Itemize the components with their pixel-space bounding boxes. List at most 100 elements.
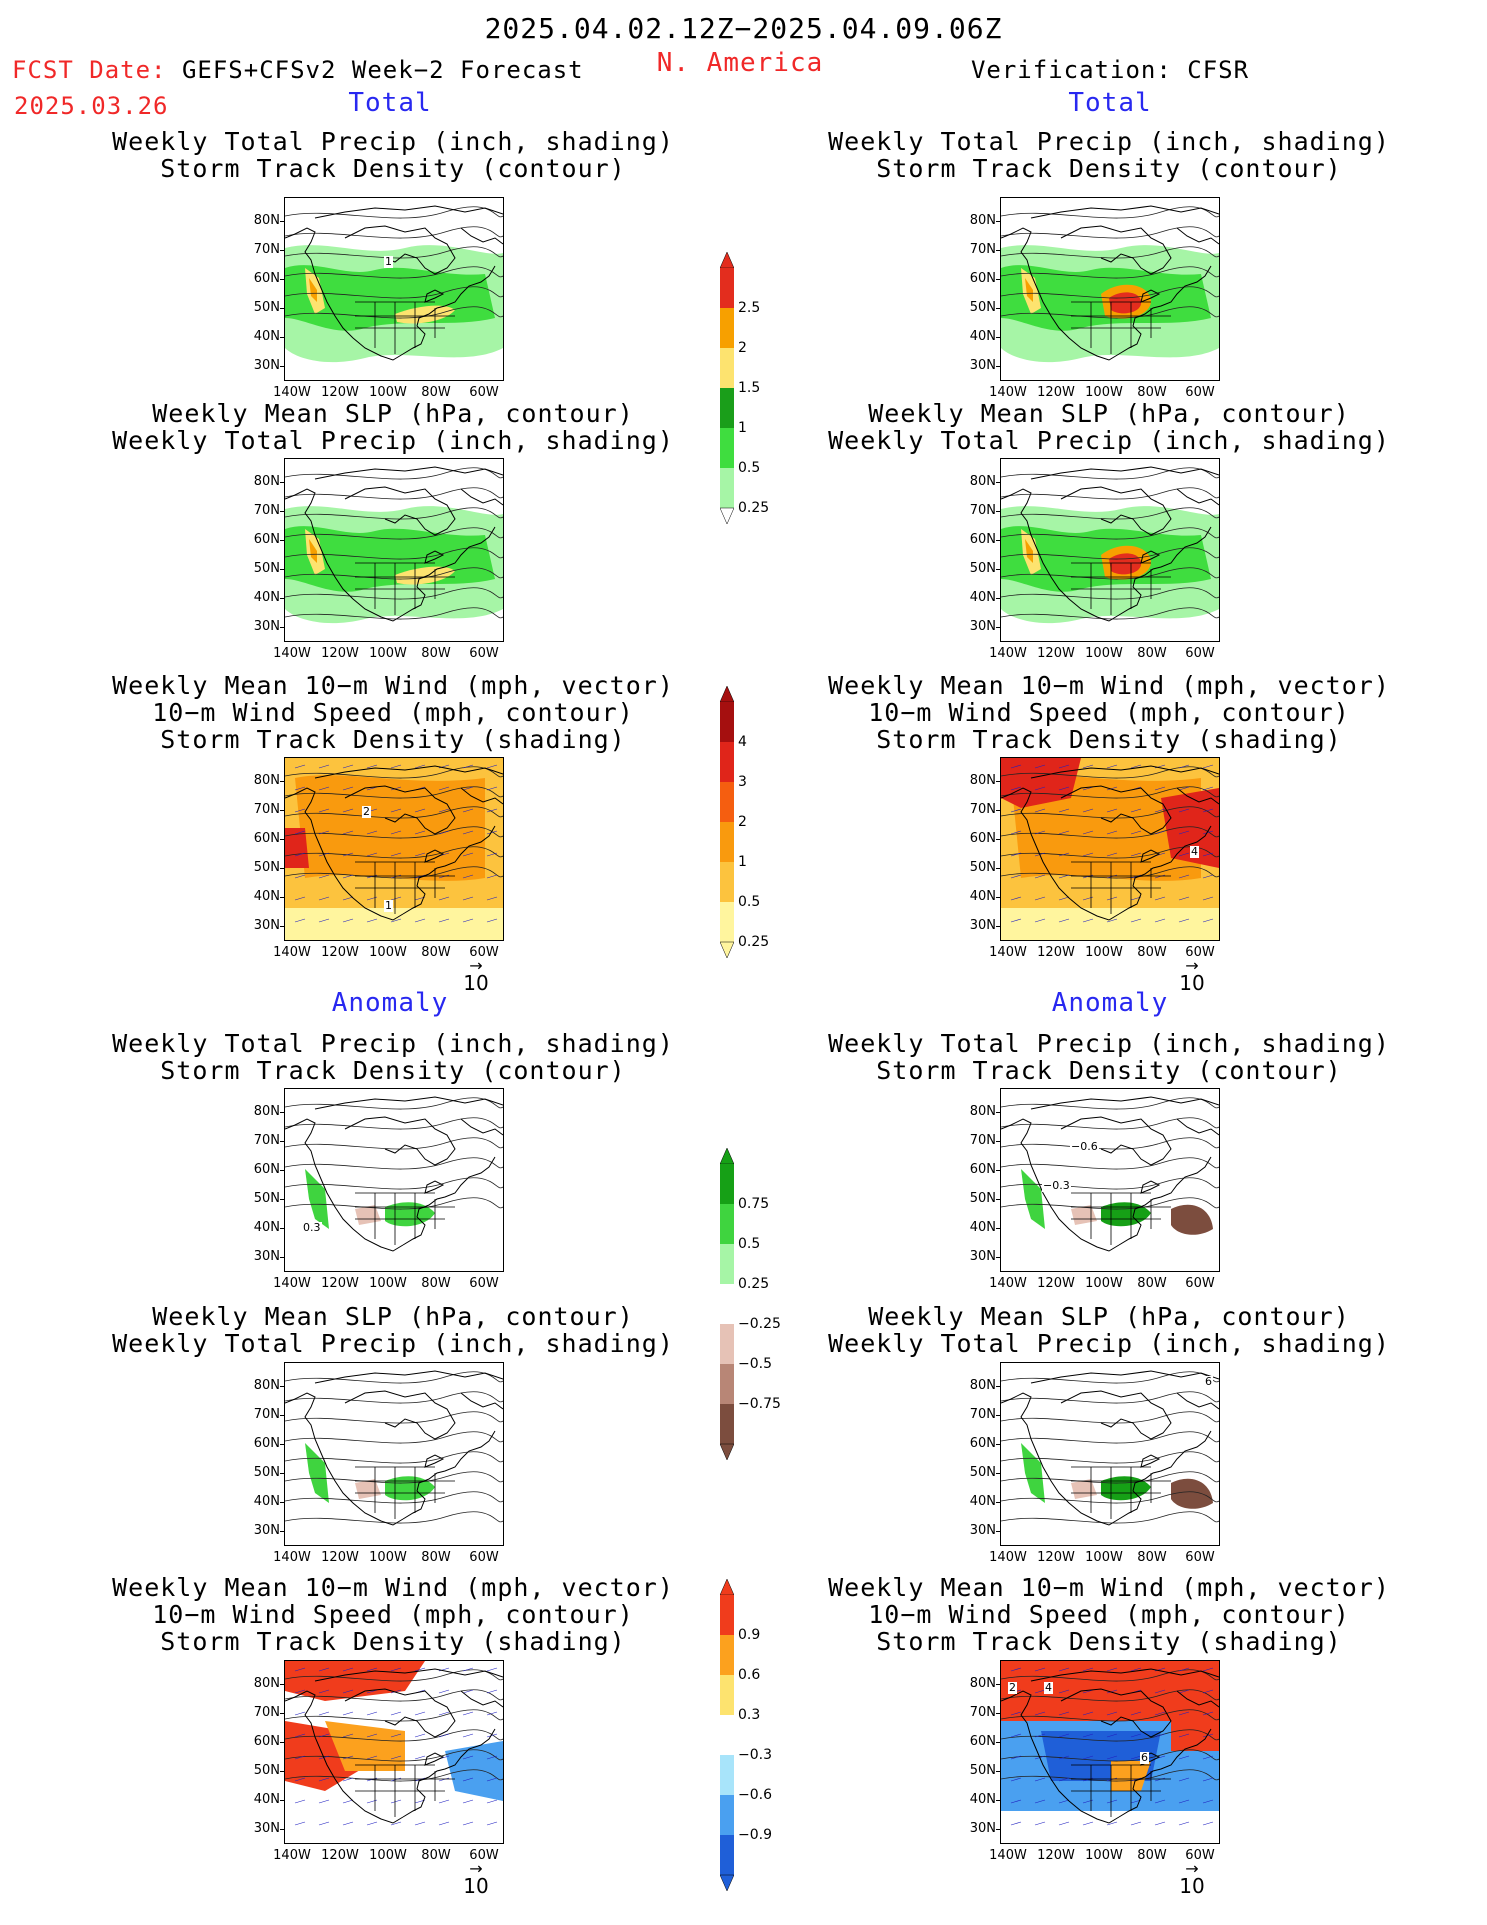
coastline — [285, 1118, 404, 1252]
map-svg — [285, 205, 503, 363]
lat-tick-label: 60N — [969, 1436, 996, 1451]
lon-tick-label: 80W — [1137, 945, 1167, 960]
panel-title-line: Weekly Mean SLP (hPa, contour) — [868, 399, 1350, 428]
colorbar-cap-bottom — [719, 941, 735, 959]
wind-vector — [1034, 918, 1046, 923]
contour-line — [285, 1669, 503, 1682]
contour-value-label: 1 — [384, 899, 393, 912]
lat-tick-label: 60N — [969, 1162, 996, 1177]
wind-vector — [366, 1689, 378, 1694]
lat-tick-label: 30N — [969, 1821, 996, 1836]
forecast-date: 2025.03.26 — [14, 92, 169, 120]
colorbar-segment — [720, 822, 734, 862]
wind-vector — [438, 896, 450, 901]
colorbar-segment — [720, 1404, 734, 1444]
colorbar-label: 4 — [738, 734, 747, 750]
coastline — [285, 787, 404, 921]
map-panel-0 — [284, 197, 504, 381]
anom-brown — [355, 1479, 381, 1499]
contour-lines — [285, 1371, 503, 1524]
wind-vector — [1154, 896, 1166, 901]
wind-vector — [1202, 1667, 1214, 1672]
lat-tick-label: 70N — [969, 802, 996, 817]
wind-vector — [486, 896, 498, 901]
map-svg — [1001, 205, 1219, 363]
map-panel-6 — [284, 1088, 504, 1272]
wind-vector — [486, 786, 498, 791]
wind-vector — [438, 786, 450, 791]
wind-vector — [366, 1667, 378, 1672]
lat-tick-label: 30N — [969, 358, 996, 373]
wind-vector — [294, 1821, 306, 1826]
contour-line — [1001, 1709, 1219, 1722]
contour-line — [285, 1391, 503, 1404]
coastline — [344, 785, 456, 835]
lat-tick — [280, 366, 284, 367]
wind-vector — [294, 808, 306, 813]
wind-vector — [1082, 918, 1094, 923]
wind-vector — [1010, 896, 1022, 901]
wind-vector — [462, 1821, 474, 1826]
wind-vector — [414, 1667, 426, 1672]
wind-vector — [1106, 874, 1118, 879]
wind-vector — [342, 896, 354, 901]
map-panel-1 — [1000, 197, 1220, 381]
lat-tick-label: 50N — [253, 1465, 280, 1480]
state-borders — [1071, 1192, 1171, 1245]
wind-vector — [318, 1733, 330, 1738]
wind-vector — [1154, 830, 1166, 835]
contour-line — [1001, 607, 1219, 620]
track-pale — [1001, 908, 1219, 940]
lon-tick-label: 100W — [1085, 1276, 1123, 1291]
coastline — [402, 265, 496, 355]
colorbar-segment — [720, 268, 734, 308]
vector-reference: → 10 — [456, 958, 496, 996]
colorbar-segment — [720, 862, 734, 902]
wind-vector — [366, 786, 378, 791]
colorbar-label: 0.3 — [738, 1707, 761, 1723]
lat-tick — [280, 868, 284, 869]
wind-vector — [390, 808, 402, 813]
wind-vector — [438, 874, 450, 879]
lat-tick-label: 60N — [253, 831, 280, 846]
contour-lines — [285, 467, 503, 620]
lat-tick — [996, 1829, 1000, 1830]
lat-tick — [280, 1386, 284, 1387]
contour-line — [1001, 1371, 1219, 1384]
wind-vector — [1010, 1667, 1022, 1672]
wind-vector — [342, 918, 354, 923]
state-borders — [355, 1192, 455, 1245]
contour-line — [1001, 246, 1219, 259]
lon-tick-label: 60W — [1185, 385, 1215, 400]
wind-vector — [486, 1667, 498, 1672]
colorbar-segment — [720, 308, 734, 348]
wind-vector — [294, 1755, 306, 1760]
wind-vector — [438, 1689, 450, 1694]
panel-title-line: Storm Track Density (shading) — [876, 725, 1342, 754]
coastline — [1140, 1180, 1161, 1194]
lon-tick-label: 60W — [1185, 1848, 1215, 1863]
colorbar-segment — [720, 702, 734, 742]
lat-tick-label: 80N — [969, 1104, 996, 1119]
lon-tick-label: 140W — [989, 646, 1027, 661]
lon-tick-label: 140W — [273, 646, 311, 661]
wind-vector — [438, 808, 450, 813]
wind-vector — [486, 1821, 498, 1826]
lon-tick-label: 100W — [1085, 1550, 1123, 1565]
lat-tick — [280, 1829, 284, 1830]
lat-tick-label: 50N — [253, 561, 280, 576]
wind-vector — [1202, 1799, 1214, 1804]
colorbar-label: 0.75 — [738, 1196, 770, 1212]
lat-tick-label: 60N — [969, 1734, 996, 1749]
lat-tick-label: 80N — [969, 1378, 996, 1393]
wind-vector — [390, 1777, 402, 1782]
panel-title-line: Storm Track Density (contour) — [876, 154, 1342, 183]
panel-title-line: Weekly Total Precip (inch, shading) — [112, 1329, 674, 1358]
lat-tick-label: 80N — [969, 474, 996, 489]
lon-tick-label: 80W — [421, 945, 451, 960]
lat-tick-label: 30N — [253, 358, 280, 373]
contour-line — [285, 766, 503, 779]
contour-line — [1001, 467, 1219, 480]
colorbar-segment — [720, 1715, 734, 1755]
coastline — [285, 488, 404, 622]
